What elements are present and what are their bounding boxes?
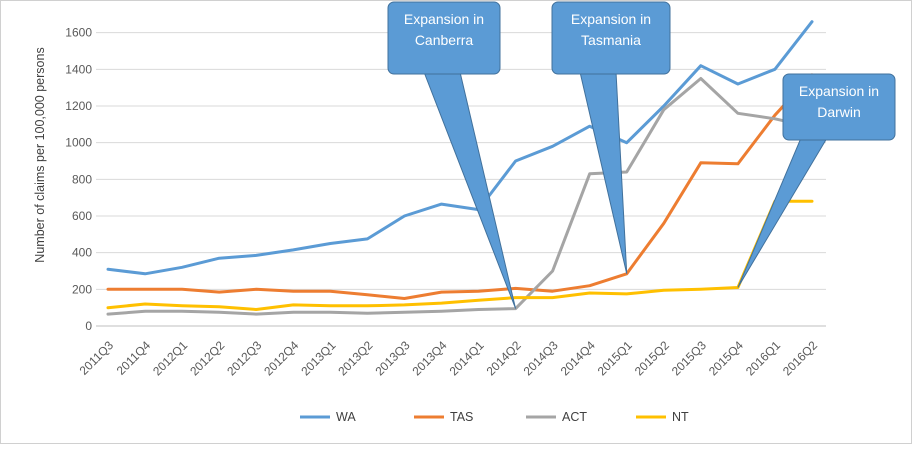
callout-text: Tasmania [581, 32, 641, 48]
callout-text: Expansion in [571, 11, 651, 27]
legend-label: ACT [562, 410, 587, 424]
callout-text: Darwin [817, 104, 861, 120]
callout-text: Canberra [415, 32, 474, 48]
legend-label: NT [672, 410, 689, 424]
y-tick-label: 1200 [65, 99, 92, 113]
legend-label: WA [336, 410, 356, 424]
y-tick-label: 1600 [65, 26, 92, 40]
callout-1: Expansion in Canberra [387, 1, 517, 309]
callout-box [551, 1, 671, 75]
y-tick-label: 200 [72, 282, 92, 296]
legend-item-nt: NT [636, 410, 689, 424]
callout-box [782, 73, 896, 141]
y-tick-label: 1400 [65, 62, 92, 76]
series-line-wa [106, 20, 814, 276]
legend-item-tas: TAS [414, 410, 473, 424]
legend-item-act: ACT [526, 410, 587, 424]
y-tick-label: 1000 [65, 136, 92, 150]
series-line-act [106, 77, 814, 316]
y-tick-label: 800 [72, 172, 92, 186]
y-tick-label: 1800 [65, 0, 92, 3]
y-axis-title: Number of claims per 100,000 persons [33, 47, 47, 262]
callout-text: Expansion in [404, 11, 484, 27]
callout-3: Expansion in Darwin [737, 73, 896, 288]
legend-item-wa: WA [300, 410, 356, 424]
callout-box [387, 1, 501, 75]
legend-label: TAS [450, 410, 473, 424]
y-tick-label: 0 [85, 319, 92, 333]
series-line-nt [106, 199, 814, 311]
callout-2: Expansion in Tasmania [551, 1, 671, 274]
y-tick-label: 600 [72, 209, 92, 223]
series-line-tas [106, 73, 814, 300]
y-tick-label: 400 [72, 246, 92, 260]
callout-text: Expansion in [799, 83, 879, 99]
